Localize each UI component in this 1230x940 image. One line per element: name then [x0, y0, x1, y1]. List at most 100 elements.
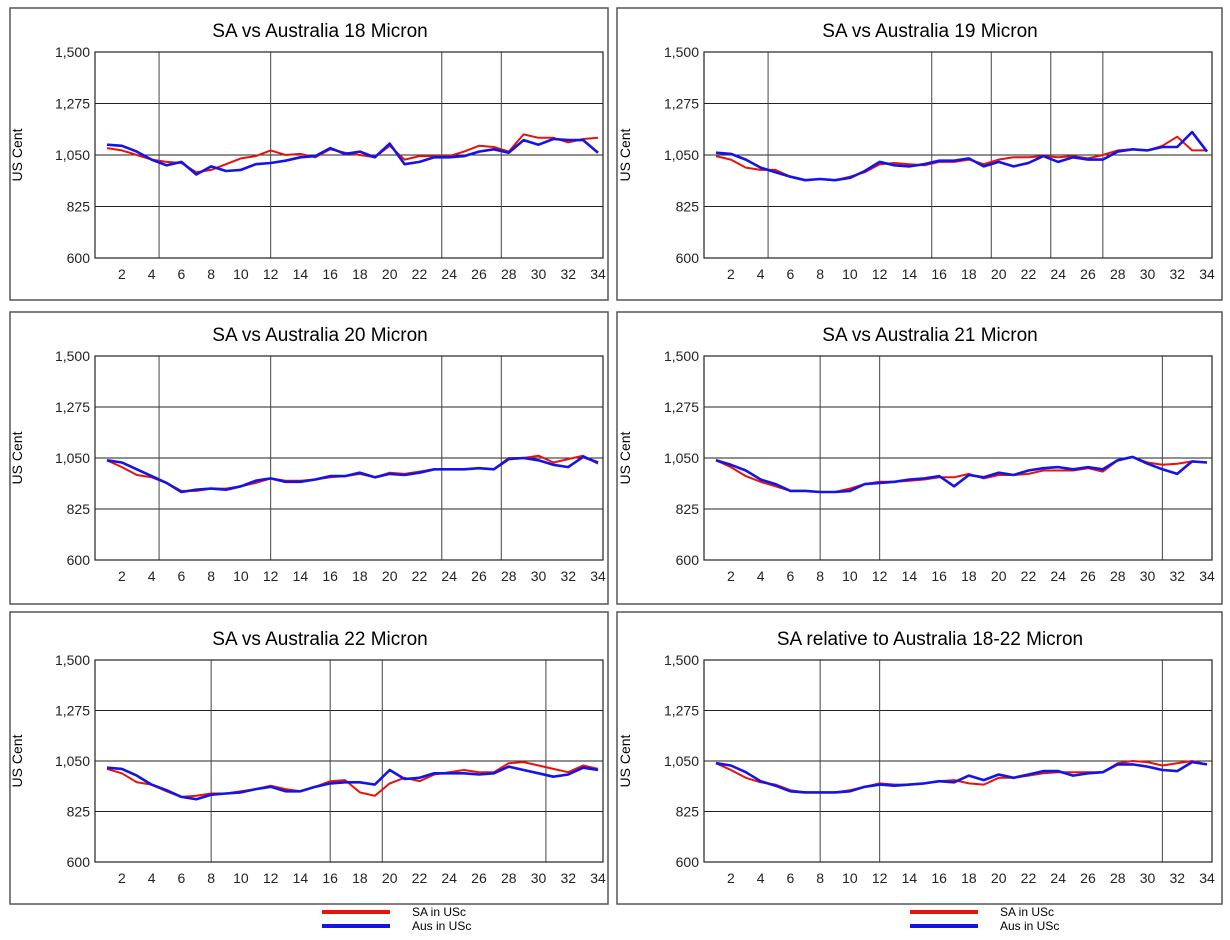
chart-title: SA vs Australia 19 Micron — [822, 21, 1037, 42]
y-axis-label: US Cent — [9, 128, 25, 181]
x-tick-label: 2 — [118, 568, 126, 584]
series-line-aus — [106, 455, 599, 494]
x-tick-label: 16 — [322, 568, 338, 584]
x-tick-label: 2 — [727, 870, 735, 886]
x-tick-label: 18 — [961, 870, 977, 886]
chart-title: SA vs Australia 21 Micron — [822, 325, 1037, 346]
y-axis-label: US Cent — [617, 734, 633, 787]
series-line-sa — [106, 761, 599, 798]
panel-frame — [9, 7, 609, 301]
x-tick-label: 20 — [382, 266, 398, 282]
y-tick-label: 600 — [67, 854, 91, 870]
x-tick-label: 12 — [872, 870, 888, 886]
x-tick-label: 8 — [816, 266, 824, 282]
x-tick-label: 14 — [902, 266, 918, 282]
y-tick-label: 1,275 — [664, 96, 699, 112]
x-tick-label: 10 — [233, 266, 249, 282]
x-tick-label: 8 — [207, 266, 215, 282]
y-tick-label: 1,500 — [664, 44, 699, 60]
x-tick-label: 34 — [590, 870, 606, 886]
x-tick-label: 26 — [471, 266, 487, 282]
legend-label: Aus in USc — [412, 919, 471, 933]
x-tick-label: 20 — [382, 870, 398, 886]
x-tick-label: 6 — [786, 870, 794, 886]
x-tick-label: 26 — [471, 870, 487, 886]
y-tick-label: 600 — [67, 250, 91, 266]
x-tick-label: 10 — [842, 266, 858, 282]
x-tick-label: 2 — [118, 266, 126, 282]
y-tick-label: 825 — [676, 199, 700, 215]
x-tick-label: 12 — [263, 266, 279, 282]
y-tick-label: 825 — [67, 804, 91, 820]
y-tick-label: 1,275 — [664, 399, 699, 415]
x-tick-label: 28 — [501, 568, 517, 584]
x-tick-label: 4 — [757, 266, 765, 282]
x-tick-label: 34 — [1199, 870, 1215, 886]
x-tick-label: 34 — [590, 568, 606, 584]
y-tick-label: 1,050 — [664, 753, 699, 769]
y-tick-label: 1,275 — [664, 703, 699, 719]
y-tick-label: 1,050 — [55, 753, 90, 769]
x-tick-label: 26 — [1080, 266, 1096, 282]
x-tick-label: 12 — [263, 870, 279, 886]
y-tick-label: 825 — [676, 501, 700, 517]
x-tick-label: 16 — [931, 568, 947, 584]
y-tick-label: 1,275 — [55, 703, 90, 719]
y-tick-label: 1,275 — [55, 399, 90, 415]
x-tick-label: 18 — [352, 870, 368, 886]
x-tick-label: 26 — [1080, 870, 1096, 886]
y-tick-label: 1,050 — [55, 450, 90, 466]
x-tick-label: 10 — [842, 568, 858, 584]
x-tick-label: 6 — [177, 870, 185, 886]
x-tick-label: 24 — [1050, 568, 1066, 584]
x-tick-label: 24 — [441, 266, 457, 282]
panel-frame — [9, 611, 609, 905]
plot-area — [703, 51, 1213, 259]
x-tick-label: 22 — [412, 870, 428, 886]
panel-frame — [616, 611, 1223, 905]
legend-label: Aus in USc — [1000, 919, 1059, 933]
y-axis-label: US Cent — [9, 734, 25, 787]
x-tick-label: 30 — [531, 870, 547, 886]
x-tick-label: 22 — [1021, 870, 1037, 886]
y-axis-label: US Cent — [617, 128, 633, 181]
x-tick-label: 28 — [501, 266, 517, 282]
x-tick-label: 4 — [757, 870, 765, 886]
x-tick-label: 6 — [786, 568, 794, 584]
y-tick-label: 1,500 — [55, 348, 90, 364]
x-tick-label: 28 — [1110, 568, 1126, 584]
x-tick-label: 8 — [816, 568, 824, 584]
x-tick-label: 32 — [560, 870, 576, 886]
plot-area — [94, 51, 604, 259]
x-tick-label: 4 — [757, 568, 765, 584]
chart-title: SA vs Australia 20 Micron — [212, 325, 427, 346]
x-tick-label: 34 — [1199, 266, 1215, 282]
x-tick-label: 18 — [961, 568, 977, 584]
x-tick-label: 20 — [991, 266, 1007, 282]
x-tick-label: 12 — [263, 568, 279, 584]
y-tick-label: 600 — [67, 552, 91, 568]
y-tick-label: 600 — [676, 250, 700, 266]
x-tick-label: 2 — [118, 870, 126, 886]
x-tick-label: 32 — [560, 568, 576, 584]
x-tick-label: 16 — [931, 870, 947, 886]
x-tick-label: 32 — [1169, 266, 1185, 282]
x-tick-label: 28 — [1110, 266, 1126, 282]
x-tick-label: 10 — [842, 870, 858, 886]
x-tick-label: 8 — [816, 870, 824, 886]
x-tick-label: 20 — [991, 870, 1007, 886]
x-tick-label: 8 — [207, 870, 215, 886]
x-tick-label: 8 — [207, 568, 215, 584]
x-tick-label: 28 — [501, 870, 517, 886]
x-tick-label: 28 — [1110, 870, 1126, 886]
x-tick-label: 22 — [412, 266, 428, 282]
x-tick-label: 14 — [902, 568, 918, 584]
chart-title: SA relative to Australia 18-22 Micron — [777, 629, 1083, 650]
legend-label: SA in USc — [1000, 905, 1054, 919]
x-tick-label: 18 — [961, 266, 977, 282]
x-tick-label: 4 — [148, 266, 156, 282]
